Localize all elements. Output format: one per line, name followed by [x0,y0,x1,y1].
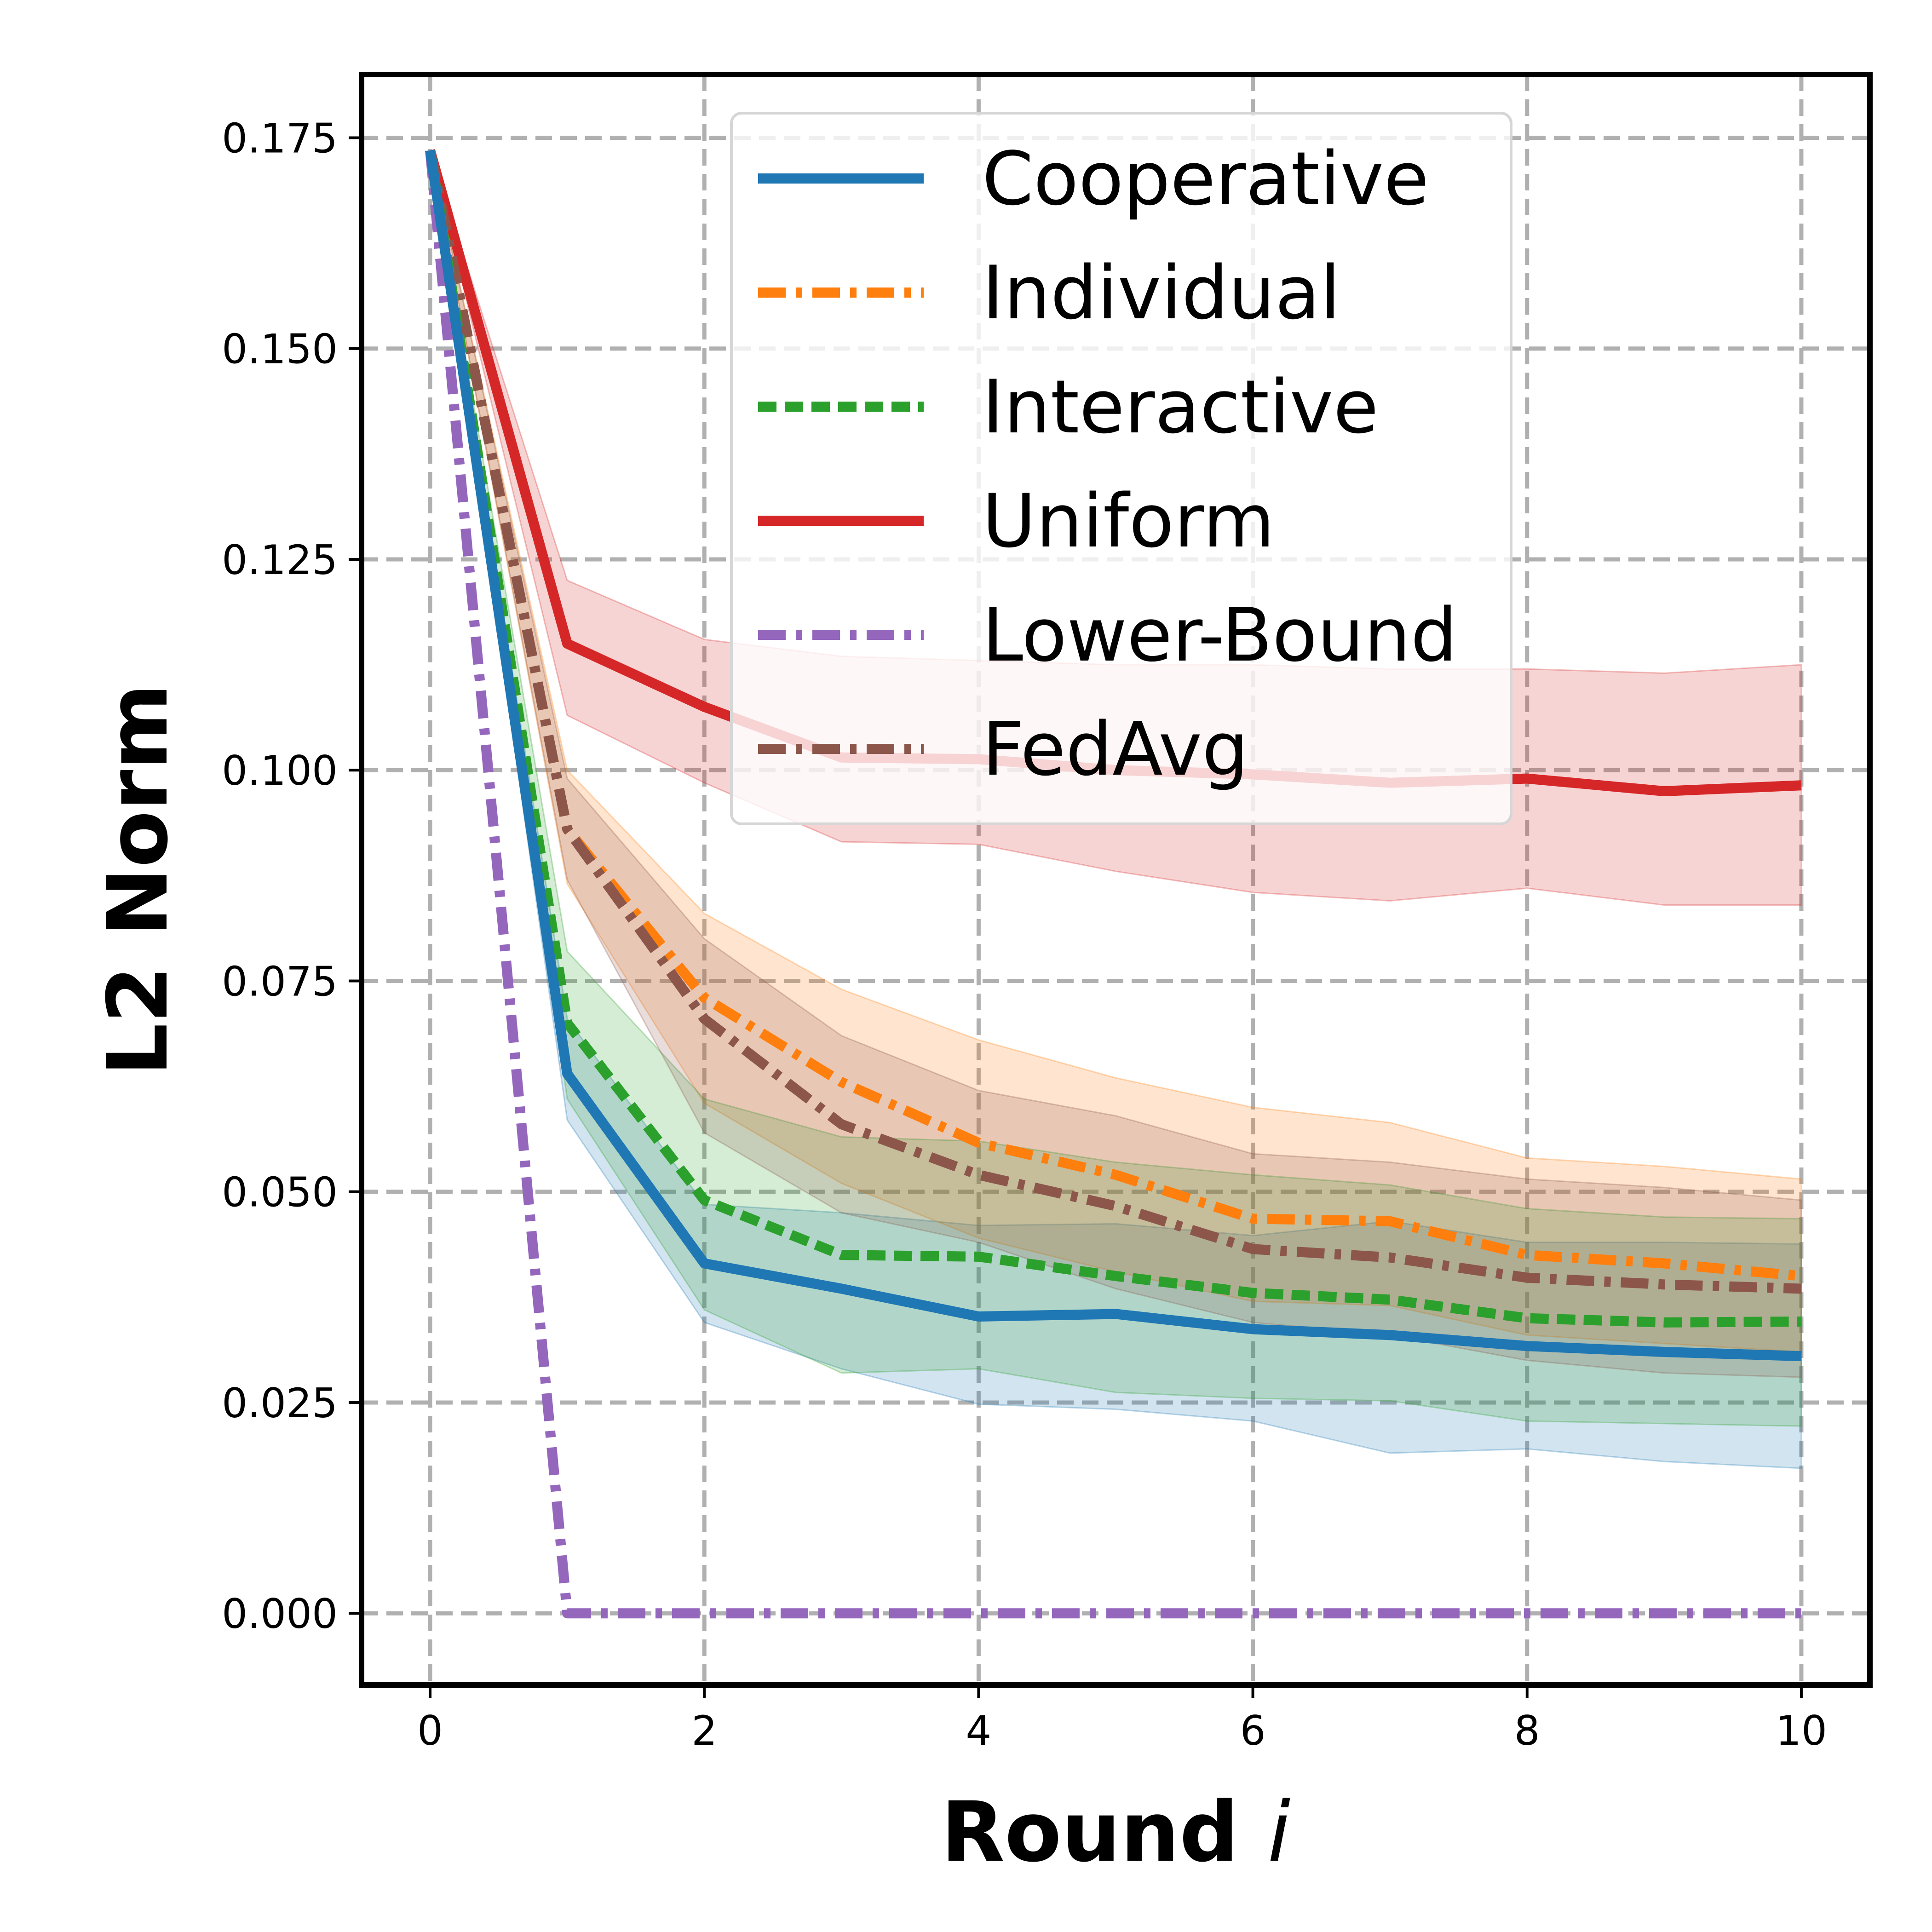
legend-item-individual: Individual [758,250,1340,336]
y-tick-label-7: 0.175 [222,115,338,162]
y-tick-label-6: 0.150 [222,326,338,373]
y-tick-label-2: 0.050 [222,1169,338,1216]
legend-item-interactive: Interactive [758,364,1379,450]
plot-frame [359,72,1873,1688]
x-axis-title: Round i [941,1784,1290,1880]
series-line-fedavg [425,149,1802,1294]
axis-ticks: 0 2 4 6 8 10 0.000 0.025 0.050 0.075 0.100 0.125 0.1… [222,115,1827,1754]
y-tick-label-5: 0.125 [222,536,338,584]
x-tick-label-10: 10 [1776,1707,1827,1754]
series-line-individual [425,149,1802,1281]
y-tick-label-3: 0.075 [222,958,338,1005]
legend-box [730,112,1512,825]
x-axis-title-variable: i [1268,1784,1291,1880]
legend-label-fedavg: FedAvg [982,706,1249,792]
x-tick-label-4: 4 [966,1707,991,1754]
series-line-lower-bound [425,150,1801,1619]
series-line-interactive [425,150,1802,1328]
y-tick-label-0: 0.000 [222,1590,338,1638]
y-axis-title: L2 Norm [90,684,186,1076]
x-tick-label-8: 8 [1514,1707,1540,1754]
series-line-cooperative [425,150,1802,1362]
legend: Cooperative Individual Interactive Uniform L… [730,112,1512,825]
legend-item-cooperative: Cooperative [758,136,1429,222]
legend-item-fedavg: FedAvg [758,706,1249,792]
x-axis-title-text: Round [941,1784,1238,1880]
series-lines [425,149,1802,1619]
x-tick-label-6: 6 [1240,1707,1266,1754]
x-tick-label-0: 0 [417,1707,443,1754]
band-individual [429,150,1802,1353]
x-tick-label-2: 2 [691,1707,717,1754]
legend-label-uniform: Uniform [982,478,1275,564]
y-tick-label-4: 0.100 [222,747,338,794]
legend-item-lower-bound: Lower-Bound [758,592,1457,678]
legend-label-interactive: Interactive [982,364,1379,450]
y-tick-label-1: 0.025 [222,1380,338,1427]
legend-item-uniform: Uniform [758,478,1275,564]
legend-label-individual: Individual [982,250,1340,336]
legend-label-cooperative: Cooperative [982,136,1429,222]
legend-label-lower-bound: Lower-Bound [982,592,1457,678]
